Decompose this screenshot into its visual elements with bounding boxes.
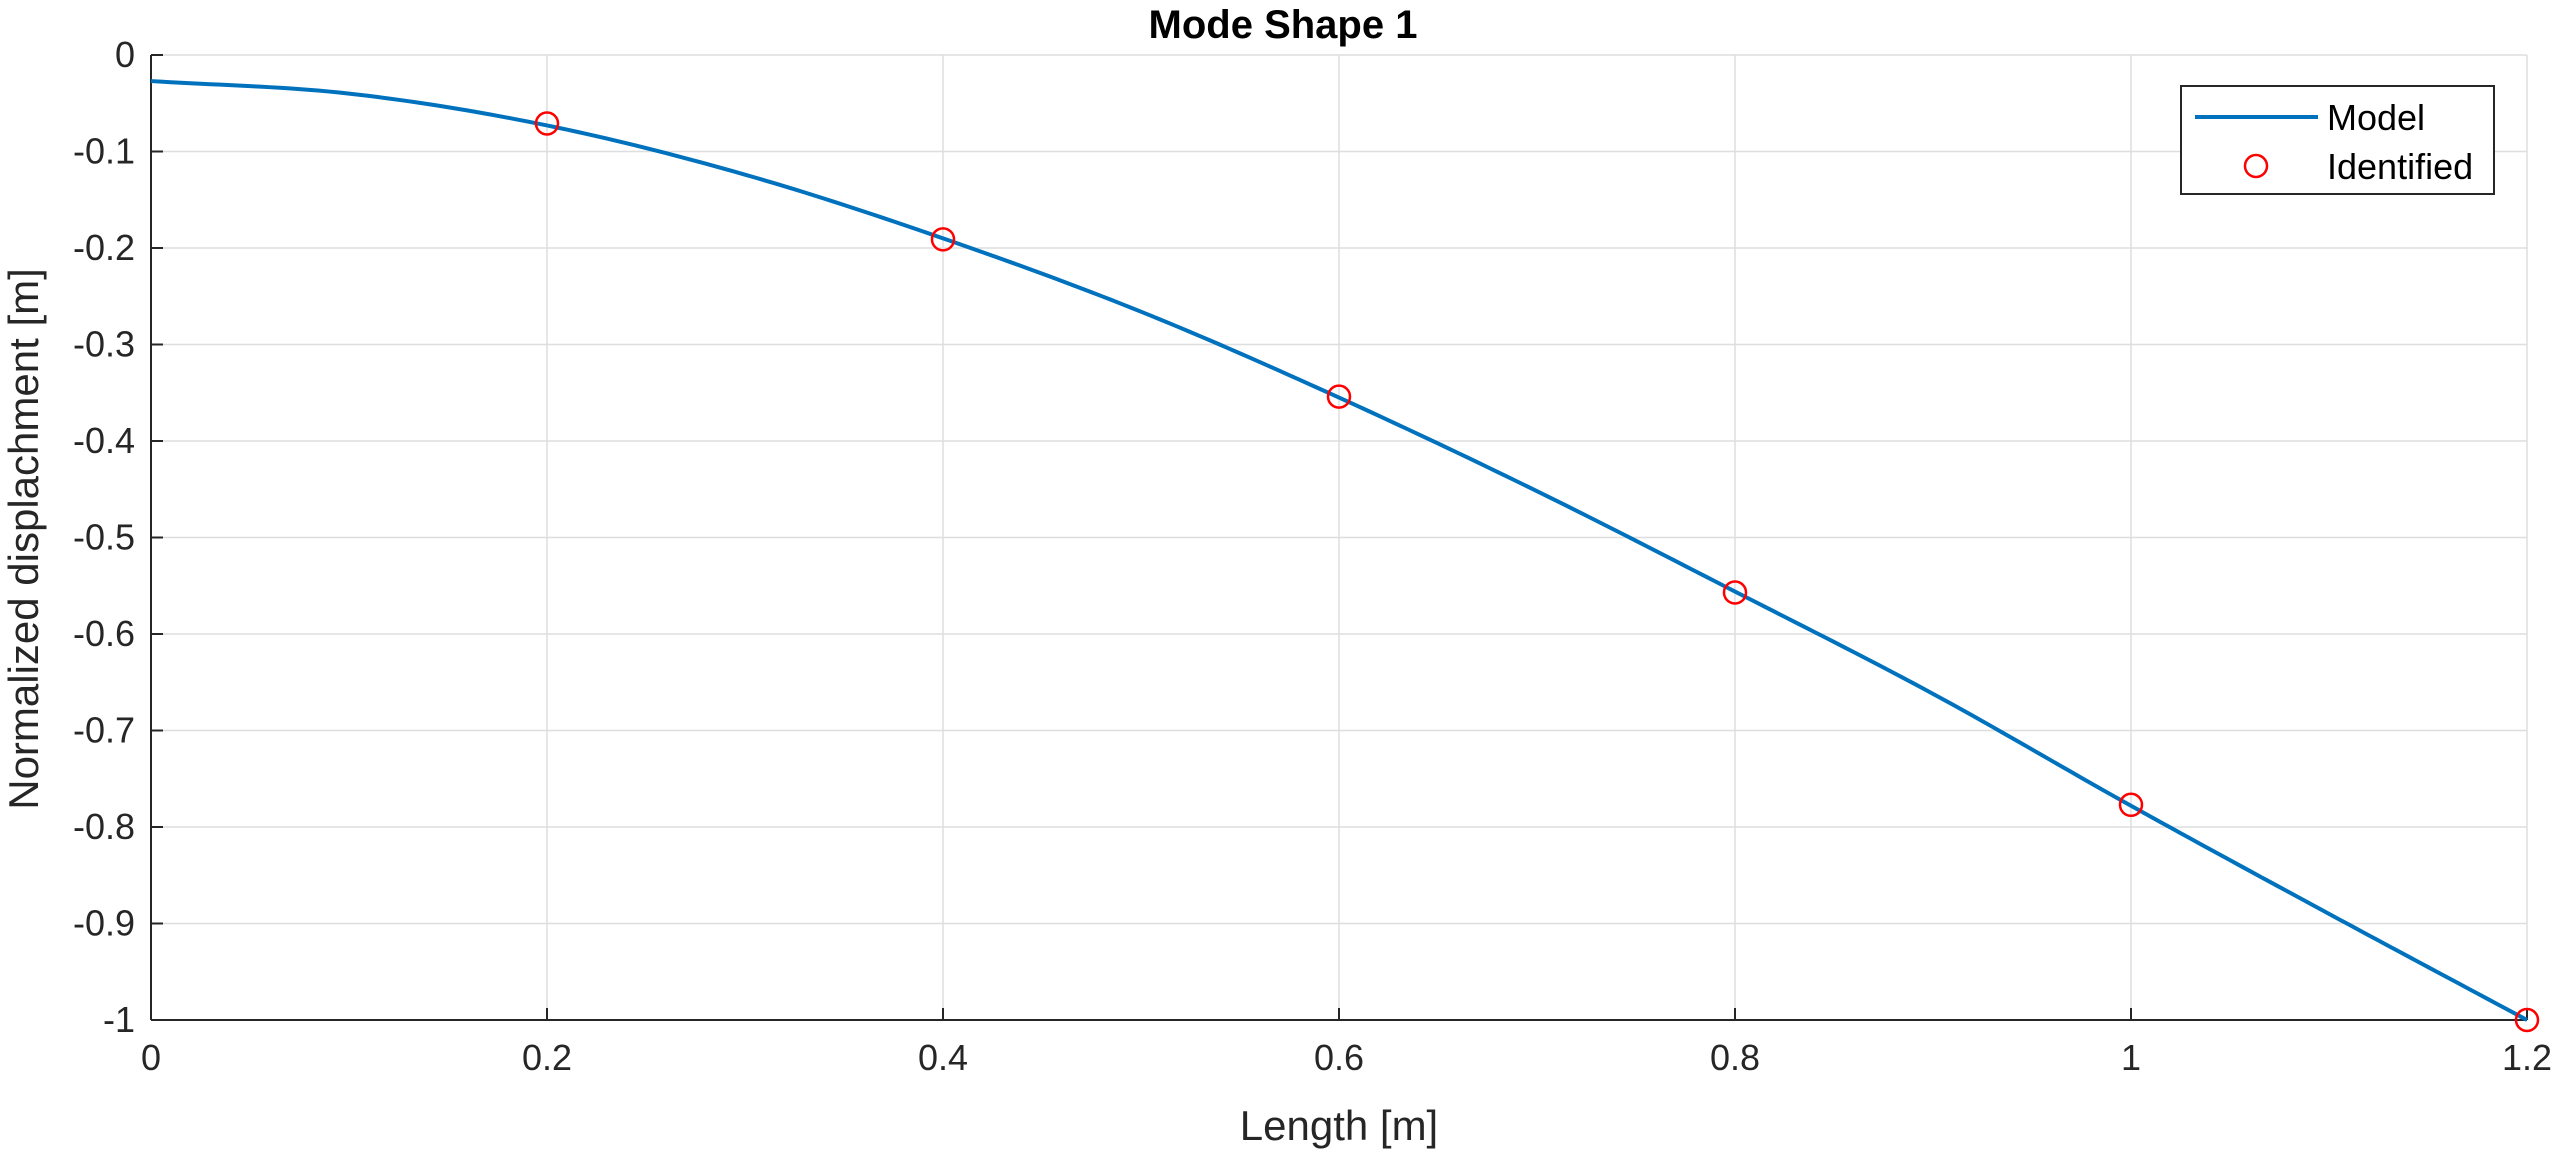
x-tick-label: 1.2: [2502, 1037, 2552, 1078]
series: [150, 79, 2540, 1033]
y-tick-label: -0.5: [73, 517, 135, 558]
legend-box: [2180, 85, 2495, 195]
x-tick-label: 0.4: [918, 1037, 968, 1078]
axes: [150, 54, 2528, 1021]
identified-point: [534, 111, 560, 136]
legend-model-label: Model: [2327, 97, 2425, 138]
model-line: [150, 79, 2528, 1022]
identified-point: [1722, 580, 1748, 605]
y-tick-label: -0.9: [73, 903, 135, 944]
y-tick-label: 0: [115, 34, 135, 75]
x-tick-label: 1: [2121, 1037, 2141, 1078]
x-tick-label: 0.8: [1710, 1037, 1760, 1078]
y-tick-label: -0.2: [73, 227, 135, 268]
y-tick-label: -0.6: [73, 613, 135, 654]
y-tick-label: -0.3: [73, 324, 135, 365]
identified-point: [2118, 792, 2144, 818]
legend-identified-swatch: [2243, 153, 2269, 179]
y-tick-labels: 0 -0.1 -0.2 -0.3 -0.4 -0.5 -0.6 -0.7 -0.8 -0.9 -1: [73, 34, 135, 1040]
chart-title: Mode Shape 1: [1149, 3, 1418, 47]
y-tick-label: -0.8: [73, 806, 135, 847]
identified-point: [930, 227, 956, 252]
x-tick-labels: 0 0.2 0.4 0.6 0.8 1 1.2: [141, 1037, 2552, 1078]
y-tick-label: -0.7: [73, 710, 135, 751]
y-tick-label: -0.1: [73, 131, 135, 172]
y-axis-label: Normalized displachment [m]: [0, 268, 47, 810]
legend-identified-label: Identified: [2327, 146, 2473, 187]
y-tick-label: -0.4: [73, 420, 135, 461]
x-axis-label: Length [m]: [1240, 1102, 1438, 1149]
legend: Model Identified: [2180, 85, 2495, 195]
y-tick-label: -1: [103, 999, 135, 1040]
x-tick-label: 0.2: [522, 1037, 572, 1078]
x-tick-label: 0: [141, 1037, 161, 1078]
identified-point: [2514, 1007, 2540, 1033]
identified-point: [1326, 384, 1352, 409]
x-tick-label: 0.6: [1314, 1037, 1364, 1078]
